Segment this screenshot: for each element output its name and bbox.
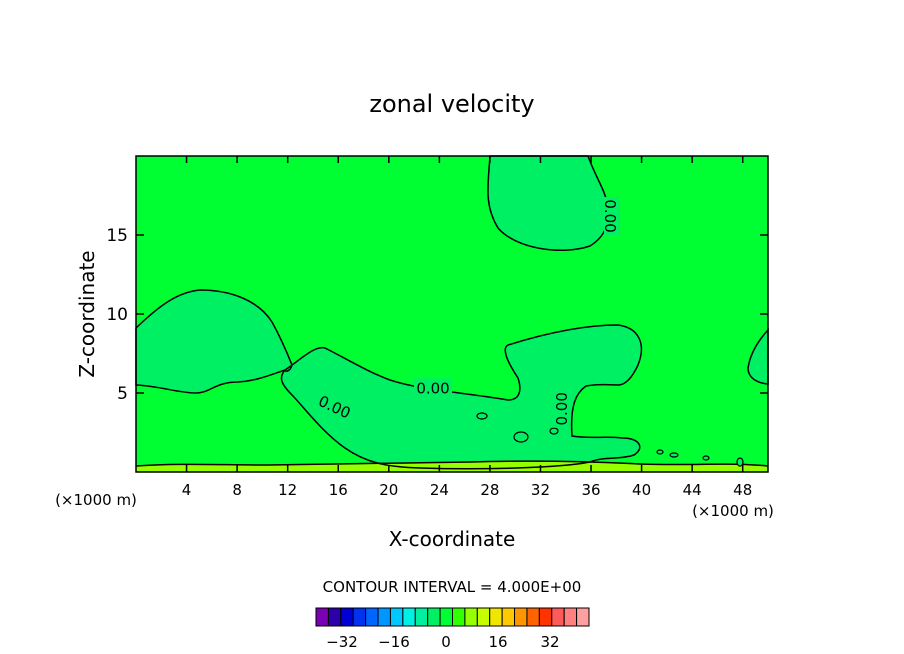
colorbar-tick-label: 32	[540, 633, 559, 651]
contour-blob	[669, 452, 679, 458]
colorbar-swatch	[526, 607, 540, 627]
colorbar-swatch	[377, 607, 391, 627]
colorbar-swatch	[489, 607, 503, 627]
contour-blob	[513, 431, 529, 443]
plot-area: 0.000.00 0.000.00	[135, 155, 769, 473]
colorbar: −32 −16 0 16 32	[315, 607, 590, 651]
contour-blob	[656, 449, 664, 455]
colorbar-swatch	[352, 607, 367, 627]
colorbar-tick-label: 16	[488, 633, 507, 651]
contour-lines	[135, 155, 769, 470]
contour-regions	[136, 156, 768, 472]
colorbar-swatch	[452, 607, 466, 627]
y-tick-label: 10	[106, 305, 128, 325]
colorbar-swatch	[414, 607, 429, 627]
colorbar-swatch	[464, 607, 478, 627]
x-tick-label: 8	[232, 481, 242, 499]
colorbar-swatch	[439, 607, 454, 627]
colorbar-swatch	[576, 607, 590, 627]
x-tick-label: 20	[379, 481, 398, 499]
x-tick-label: 12	[278, 481, 297, 499]
y-tick-label: 5	[117, 384, 128, 404]
contour-label-bg	[551, 389, 568, 428]
y-axis-label: Z-coordinate	[75, 250, 99, 377]
contour-blob	[736, 457, 744, 467]
colorbar-swatch	[476, 607, 491, 627]
upper-lobe-region	[487, 156, 609, 251]
x-tick-label: 4	[182, 481, 192, 499]
colorbar-swatch	[389, 607, 404, 627]
colorbar-tick-label: −16	[378, 633, 410, 651]
left-lobe-contour	[135, 289, 293, 394]
right-edge-lobe-contour	[747, 328, 769, 385]
colorbar-swatch	[402, 607, 416, 627]
x-tick-label: 32	[531, 481, 550, 499]
right-edge-lobe-region	[748, 330, 768, 384]
colorbar-swatch	[327, 607, 342, 627]
surface-layer	[136, 461, 768, 472]
contour-blob	[549, 427, 559, 435]
contour-interval-text: CONTOUR INTERVAL = 4.000E+00	[323, 578, 582, 596]
y-tick-label: 15	[106, 226, 128, 246]
central-band-contour	[280, 324, 643, 470]
x-unit-right: (×1000 m)	[692, 502, 774, 520]
x-tick-label: 24	[430, 481, 449, 499]
x-unit-left: (×1000 m)	[55, 491, 137, 509]
contour-labels: 0.000.00 0.000.00	[314, 197, 620, 428]
upper-lobe-contour	[487, 155, 610, 252]
x-tick-label: 48	[733, 481, 752, 499]
contour-label-bg	[604, 197, 620, 236]
contour-label: 0.00	[416, 379, 449, 397]
colorbar-tick-label: −32	[326, 633, 358, 651]
colorbar-swatch	[365, 607, 379, 627]
colorbar-swatch	[538, 607, 553, 627]
colorbar-swatch	[501, 607, 516, 627]
x-tick-label: 40	[632, 481, 651, 499]
colorbar-swatch	[551, 607, 565, 627]
colorbar-swatch	[563, 607, 578, 627]
contour-blob	[702, 455, 710, 461]
x-tick-label: 44	[683, 481, 702, 499]
colorbar-tick-label: 0	[441, 633, 451, 651]
contour-label-bg	[414, 378, 453, 395]
surface-contour	[135, 460, 769, 467]
contour-label-bg	[314, 390, 356, 421]
contour-label: 0.00	[601, 199, 619, 232]
x-axis-label: X-coordinate	[389, 527, 516, 551]
x-tick-label: 16	[329, 481, 348, 499]
contour-label: 0.00	[553, 392, 571, 425]
colorbar-swatch	[514, 607, 528, 627]
left-lobe-region	[136, 290, 292, 393]
x-tick-label: 36	[581, 481, 600, 499]
colorbar-swatch	[427, 607, 441, 627]
chart-title: zonal velocity	[369, 90, 534, 118]
x-tick-label: 28	[480, 481, 499, 499]
x-axis-ticks: 4 8 12 16 20 24 28 32 36 40 44 48	[182, 156, 752, 499]
y-axis-ticks: 5 10 15	[106, 226, 768, 404]
colorbar-swatch	[315, 607, 329, 627]
colorbar-swatch	[340, 607, 354, 627]
contour-blob	[476, 412, 488, 420]
